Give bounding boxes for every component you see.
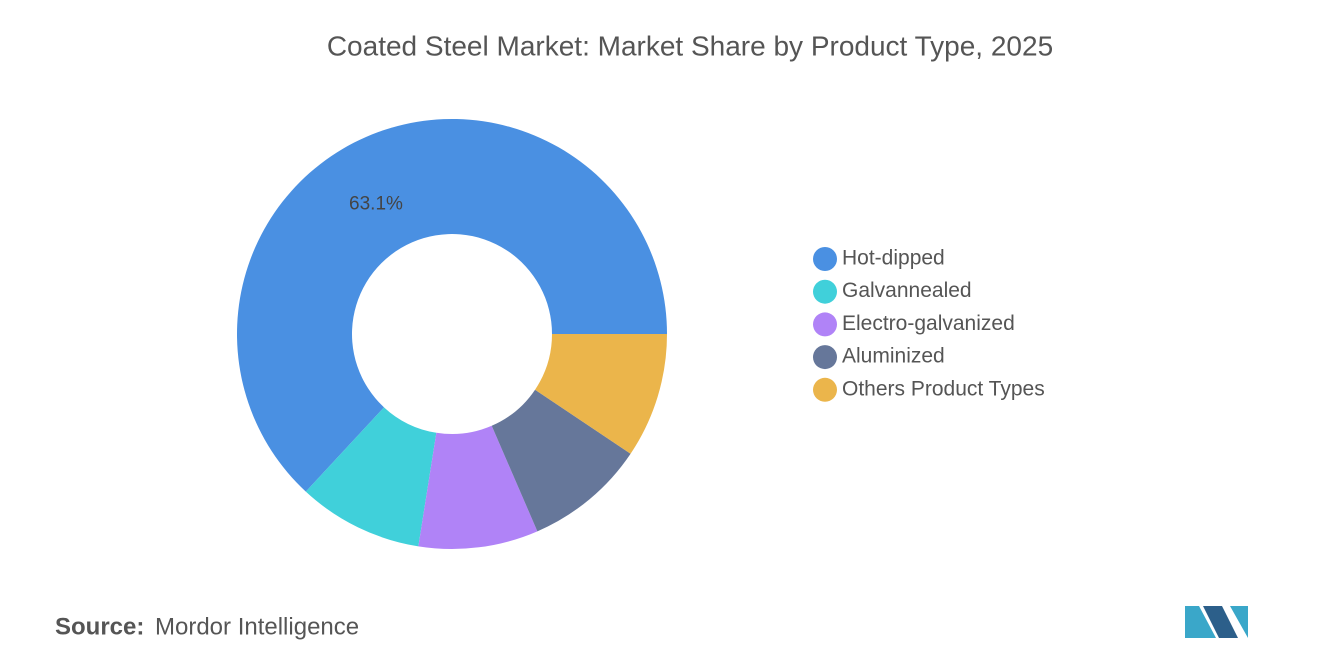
legend-marker	[813, 345, 837, 370]
donut-slice	[237, 118, 667, 492]
donut-slice	[535, 334, 667, 454]
source-label: Source:	[55, 613, 144, 640]
legend-label: Hot-dipped	[842, 247, 945, 270]
legend-label: Electro-galvanized	[842, 312, 1015, 335]
donut-slice	[305, 407, 437, 547]
legend-label: Galvannealed	[842, 279, 972, 302]
chart-title: Coated Steel Market: Market Share by Pro…	[327, 30, 1053, 61]
source: Mordor Intelligence	[155, 613, 359, 640]
legend-marker	[813, 312, 837, 337]
donut-slice	[418, 425, 538, 549]
legend-marker	[813, 247, 837, 271]
donut-slice	[491, 389, 631, 532]
legend-marker	[813, 377, 837, 402]
logo	[1185, 606, 1248, 638]
legend-label: Aluminized	[842, 345, 945, 368]
legend-label: Others Product Types	[842, 377, 1045, 400]
data-label: 63.1%	[349, 194, 403, 215]
legend-marker	[813, 279, 837, 304]
